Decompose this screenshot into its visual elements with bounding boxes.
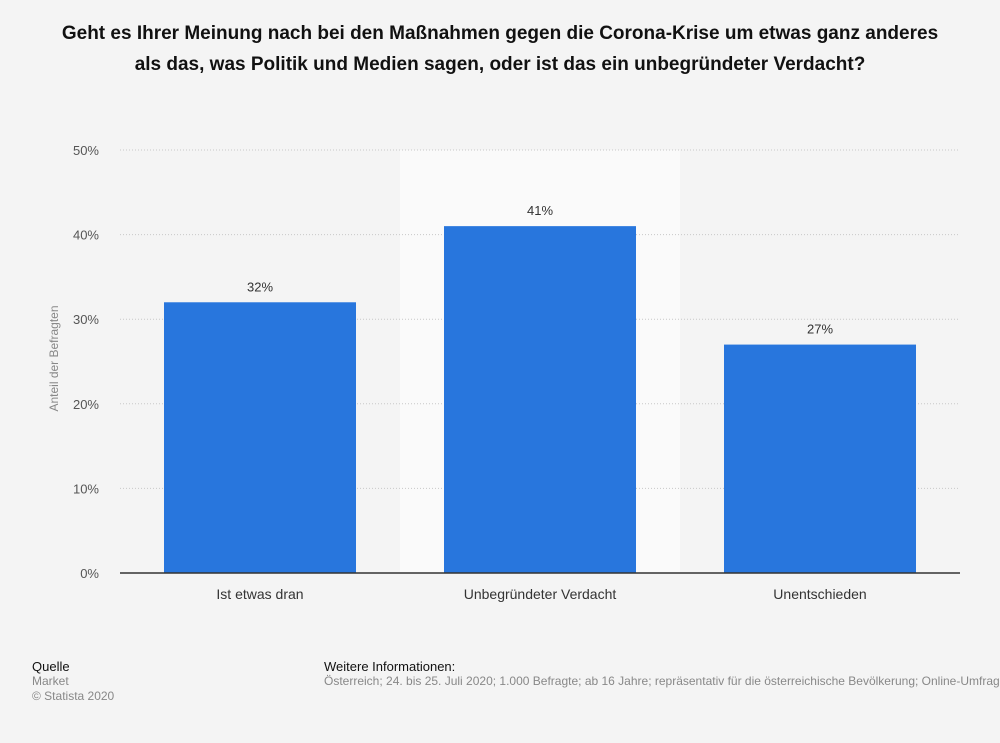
data-label: 27% [807,322,833,337]
x-tick-label: Ist etwas dran [216,586,303,602]
copyright-text: © Statista 2020 [32,689,115,703]
data-label: 32% [247,279,273,294]
y-axis-label: Anteil der Befragten [47,305,61,411]
x-tick-label: Unentschieden [773,586,866,602]
bar [444,226,636,573]
source-name[interactable]: Market [32,674,69,688]
info-block: Weitere Informationen: Österreich; 24. b… [324,659,1000,689]
bar [164,302,356,573]
y-tick-label: 50% [73,143,99,158]
y-tick-label: 10% [73,481,99,496]
bar [724,344,916,573]
y-tick-label: 20% [73,397,99,412]
source-block: Quelle Market © Statista 2020 [32,659,114,704]
chart-title: Geht es Ihrer Meinung nach bei den Maßna… [61,23,939,75]
y-tick-label: 40% [73,228,99,243]
y-tick-label: 30% [73,312,99,327]
y-tick-label: 0% [80,566,99,581]
info-heading: Weitere Informationen: [324,659,456,674]
info-text: Österreich; 24. bis 25. Juli 2020; 1.000… [324,674,1000,688]
source-heading: Quelle [32,659,70,674]
x-tick-label: Unbegründeter Verdacht [464,586,617,602]
data-label: 41% [527,203,553,218]
